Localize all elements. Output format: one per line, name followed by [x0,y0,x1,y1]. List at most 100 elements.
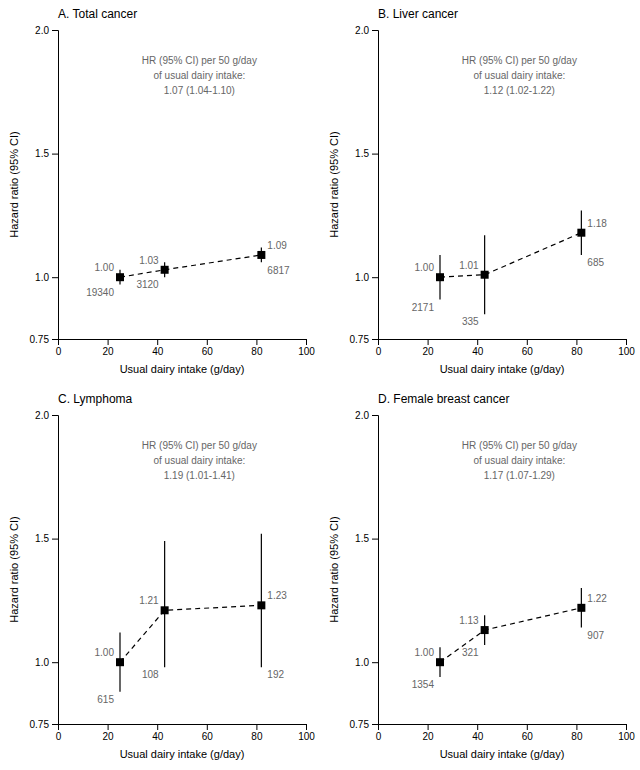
annotation: HR (95% CI) per 50 g/day of usual dairy i… [142,440,257,481]
x-axis-line [59,725,307,731]
annotation-line: 1.19 (1.01-1.41) [164,470,235,481]
x-tick-label: 0 [56,731,62,742]
x-tick-mark [527,724,528,730]
count-label: 907 [587,630,604,641]
point-marker [481,271,489,279]
point-marker [257,251,265,259]
count-label: 335 [462,316,479,327]
y-tick-mark [52,539,58,540]
x-tick-label: 20 [103,346,115,357]
annotation-line: 1.07 (1.04-1.10) [164,85,235,96]
data-label: 1.01 [459,260,479,271]
y-tick-mark [372,277,378,278]
x-tick-mark [477,724,478,730]
count-label: 2171 [412,302,435,313]
x-axis: 020406080100 [56,724,316,742]
annotation-line: HR (95% CI) per 50 g/day [142,440,257,451]
x-tick-mark [428,724,429,730]
y-tick-mark [372,339,378,340]
x-tick-label: 80 [251,346,263,357]
count-label: 685 [587,257,604,268]
y-tick-mark [52,277,58,278]
point-labels: 1.001.011.182171335685 [412,218,608,328]
x-tick: 80 [251,724,263,742]
y-tick: 2.0 [35,25,58,36]
y-tick-label: 1.5 [355,148,369,159]
count-label: 192 [267,669,284,680]
y-axis: 0.751.01.52.0 [350,410,379,730]
data-label: 1.13 [459,615,479,626]
y-tick-label: 1.0 [355,272,369,283]
x-tick-mark [576,339,577,345]
y-tick-label: 1.0 [355,657,369,668]
x-tick-mark [256,339,257,345]
panel-title: D. Female breast cancer [378,392,509,406]
x-tick-mark [256,724,257,730]
x-tick-label: 100 [618,731,635,742]
x-tick-label: 80 [571,731,583,742]
x-tick: 40 [472,724,484,742]
data-label: 1.22 [587,593,607,604]
x-axis: 0 20 40 60 80 100 [56,339,316,357]
x-tick: 20 [103,724,115,742]
y-tick: 1.5 [355,533,378,544]
data-label: 1.00 [415,647,435,658]
x-axis-title: Usual dairy intake (g/day) [440,748,565,760]
x-tick-label: 60 [202,346,214,357]
y-axis: 0.75 1.0 1.5 2.0 [350,25,379,345]
data-label: 1.21 [139,595,159,606]
x-tick-label: 40 [472,731,484,742]
y-tick-label: 2.0 [355,25,369,36]
x-tick: 60 [202,724,214,742]
count-label: 615 [97,694,114,705]
annotation-line: of usual dairy intake: [154,455,246,466]
x-tick-mark [626,724,627,730]
x-axis-line [379,340,627,346]
data-label: 1.23 [267,590,287,601]
x-axis: 020406080100 [376,339,636,357]
y-tick-label: 2.0 [355,410,369,421]
y-tick-label: 1.5 [35,533,49,544]
y-tick: 0.75 [350,334,378,345]
x-tick-label: 60 [522,731,534,742]
y-tick-mark [372,662,378,663]
y-tick-label: 1.5 [35,148,49,159]
count-label: 3120 [136,279,159,290]
y-axis-title: Hazard ratio (95% CI) [328,131,340,237]
x-tick-mark [108,724,109,730]
panel: 0204060801000.751.01.52.0Usual dairy int… [328,392,635,760]
y-axis-line [52,416,59,725]
y-axis-title: Hazard ratio (95% CI) [328,516,340,622]
x-tick: 60 [522,339,534,357]
x-axis: 020406080100 [376,724,636,742]
annotation-line: of usual dairy intake: [474,70,566,81]
error-bar [261,534,262,667]
plot-area [436,210,585,314]
x-tick: 40 [152,339,164,357]
point-marker [161,266,169,274]
x-tick-label: 80 [251,731,263,742]
panel: 0204060801000.751.01.52.0Usual dairy int… [328,7,635,375]
x-axis-title: Usual dairy intake (g/day) [120,748,245,760]
x-tick-label: 100 [618,346,635,357]
x-tick-label: 60 [202,731,214,742]
x-tick-label: 0 [56,346,62,357]
y-tick: 1.0 [35,272,58,283]
count-label: 19340 [86,287,114,298]
x-tick-label: 100 [298,346,315,357]
y-tick: 1.0 [35,657,58,668]
data-label: 1.00 [415,262,435,273]
x-tick-label: 20 [423,346,435,357]
annotation-line: of usual dairy intake: [154,70,246,81]
trend-line [120,605,261,662]
x-tick-mark [527,339,528,345]
panel-title: B. Liver cancer [378,7,458,21]
x-tick: 20 [423,724,435,742]
data-label: 1.00 [95,647,115,658]
x-tick: 100 [618,339,635,357]
point-marker [577,229,585,237]
point-marker [161,606,169,614]
y-tick-mark [52,662,58,663]
x-tick: 20 [103,339,115,357]
y-tick: 1.5 [355,148,378,159]
